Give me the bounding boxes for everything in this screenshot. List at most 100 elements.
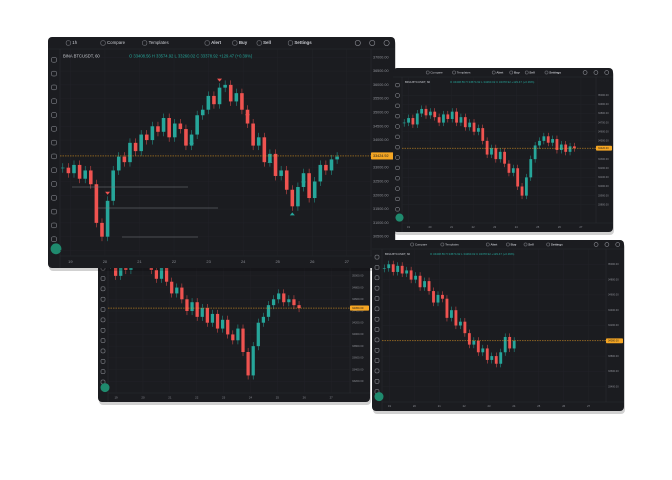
tool-icon[interactable] xyxy=(51,236,57,242)
candle xyxy=(411,114,415,128)
tool-icon[interactable] xyxy=(395,207,400,212)
toolbar-button[interactable]: Alert xyxy=(211,40,222,45)
window-control[interactable] xyxy=(615,242,620,247)
toolbar-button[interactable]: Buy xyxy=(514,70,520,74)
window-control[interactable] xyxy=(354,40,361,46)
tool-icon[interactable] xyxy=(374,348,380,353)
candle-body xyxy=(538,140,541,146)
candle xyxy=(170,277,174,298)
toolbar-button[interactable]: Sell xyxy=(529,70,535,74)
tool-icon[interactable] xyxy=(395,83,400,88)
candle-body xyxy=(231,334,235,341)
tool-icon[interactable] xyxy=(395,124,400,129)
tool-icon[interactable] xyxy=(395,114,400,119)
tool-icon[interactable] xyxy=(395,93,400,98)
tool-icon[interactable] xyxy=(374,327,380,332)
tool-icon[interactable] xyxy=(374,265,380,270)
tool-icon[interactable] xyxy=(374,379,380,384)
toolbar-button[interactable]: Compare xyxy=(107,40,126,45)
candle xyxy=(463,113,467,131)
date-label: 20 xyxy=(103,259,108,264)
window-control[interactable] xyxy=(582,70,588,75)
toolbar-icon xyxy=(287,40,293,46)
tool-icon[interactable] xyxy=(51,208,57,215)
toolbar-button[interactable]: 1h xyxy=(72,40,77,45)
tool-icon[interactable] xyxy=(374,275,380,281)
toolbar-button[interactable]: Buy xyxy=(239,40,248,45)
tool-icon[interactable] xyxy=(51,98,57,104)
price-tick-label: 34600.00 xyxy=(352,297,364,301)
toolbar-button[interactable]: Settings xyxy=(549,70,561,74)
tool-icon[interactable] xyxy=(100,286,106,292)
tool-icon[interactable] xyxy=(395,186,400,191)
tool-icon[interactable] xyxy=(51,126,57,132)
window-control[interactable] xyxy=(369,40,376,46)
toolbar-button[interactable]: Compare xyxy=(415,242,428,246)
toolbar-button[interactable]: Templates xyxy=(149,40,170,45)
tool-icon[interactable] xyxy=(100,369,106,374)
window-control[interactable] xyxy=(383,40,390,46)
tool-icon[interactable] xyxy=(51,57,57,63)
candle-body xyxy=(511,168,515,173)
tool-icon[interactable] xyxy=(374,285,380,291)
tool-icon[interactable] xyxy=(395,196,400,201)
tool-icon[interactable] xyxy=(100,307,106,312)
tool-icon[interactable] xyxy=(395,145,400,150)
toolbar-button[interactable]: Sell xyxy=(263,40,271,45)
last-price-tag xyxy=(371,152,394,160)
tool-icon[interactable] xyxy=(100,296,106,302)
tool-icon[interactable] xyxy=(51,84,57,91)
toolbar-button[interactable]: Alert xyxy=(490,242,497,246)
price-tick-label: 34700.00 xyxy=(598,120,609,124)
tool-icon[interactable] xyxy=(395,165,400,170)
candle-body xyxy=(150,126,155,141)
price-tick-label: 31000.00 xyxy=(373,221,389,225)
tool-icon[interactable] xyxy=(51,195,57,201)
tool-icon[interactable] xyxy=(51,139,57,146)
toolbar-button[interactable]: Compare xyxy=(430,70,443,74)
tool-icon[interactable] xyxy=(100,276,106,281)
toolbar-button[interactable]: Settings xyxy=(294,40,312,45)
toolbar-button[interactable]: Settings xyxy=(551,242,563,246)
toolbar-button[interactable]: Alert xyxy=(496,70,503,74)
tool-icon[interactable] xyxy=(374,358,380,363)
tool-icon[interactable] xyxy=(100,338,106,343)
window-control[interactable] xyxy=(604,70,609,75)
candle-body xyxy=(458,321,462,326)
tool-icon[interactable] xyxy=(100,359,106,364)
date-label: 23 xyxy=(206,259,211,264)
tool-icon[interactable] xyxy=(374,337,380,343)
tool-icon[interactable] xyxy=(51,70,57,77)
tool-icon[interactable] xyxy=(100,317,106,323)
tool-icon[interactable] xyxy=(100,328,106,333)
candle xyxy=(490,352,494,364)
tool-icon[interactable] xyxy=(374,368,380,374)
tool-icon[interactable] xyxy=(51,181,57,187)
window-control[interactable] xyxy=(604,242,610,247)
toolbar-button[interactable]: Templates xyxy=(445,242,459,246)
candle-body xyxy=(240,93,244,110)
candle-body xyxy=(546,136,550,143)
tool-icon[interactable] xyxy=(395,155,400,160)
tool-icon[interactable] xyxy=(51,112,57,118)
tool-icon[interactable] xyxy=(395,176,400,181)
tool-icon[interactable] xyxy=(51,222,57,229)
tool-icon[interactable] xyxy=(374,316,380,322)
tool-icon[interactable] xyxy=(395,134,400,139)
tool-icon[interactable] xyxy=(374,296,380,301)
candle-body xyxy=(234,93,239,102)
toolbar-button[interactable]: Buy xyxy=(511,242,517,246)
tool-icon[interactable] xyxy=(51,153,57,160)
tool-icon[interactable] xyxy=(374,306,380,312)
candle-body xyxy=(428,111,432,116)
candle-body xyxy=(133,142,138,152)
candle-body xyxy=(427,281,431,292)
tool-icon[interactable] xyxy=(374,254,380,260)
tool-icon[interactable] xyxy=(395,103,400,108)
tool-icon[interactable] xyxy=(100,348,106,354)
toolbar-button[interactable]: Templates xyxy=(457,70,471,74)
tool-icon[interactable] xyxy=(51,167,57,173)
toolbar-button[interactable]: Sell xyxy=(528,242,534,246)
window-control[interactable] xyxy=(593,242,599,247)
window-control[interactable] xyxy=(593,70,599,75)
